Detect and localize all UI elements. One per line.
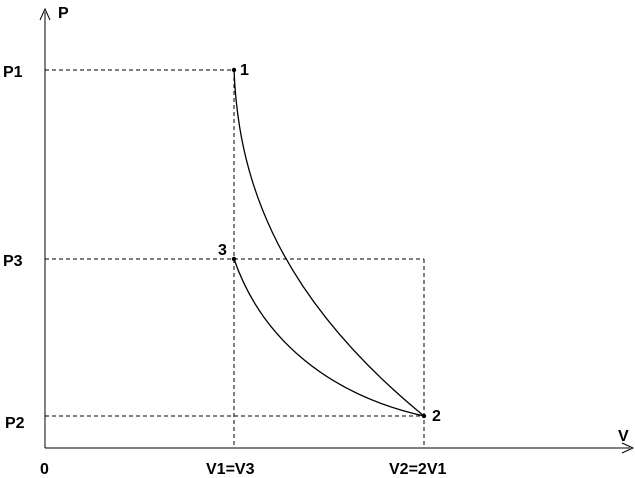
x-axis-label: V (618, 428, 629, 445)
y-axis-arrow (39, 7, 51, 21)
pressure-label-p2: P2 (5, 415, 25, 432)
x-axis-arrow (621, 442, 635, 454)
volume-label-v2: V2=2V1 (389, 461, 446, 478)
y-axis-label: P (58, 5, 69, 22)
origin-label: 0 (40, 461, 49, 478)
state-label-3: 3 (218, 242, 227, 259)
curve-3-to-2 (233, 258, 425, 417)
pressure-label-p3: P3 (3, 253, 23, 270)
state-point-3 (231, 256, 237, 262)
curve-1-to-2 (233, 69, 425, 417)
state-label-1: 1 (240, 62, 249, 79)
volume-label-v1: V1=V3 (206, 461, 255, 478)
state-point-1 (231, 67, 237, 73)
state-label-2: 2 (432, 408, 441, 425)
state-point-2 (421, 413, 427, 419)
pressure-label-p1: P1 (3, 64, 23, 81)
